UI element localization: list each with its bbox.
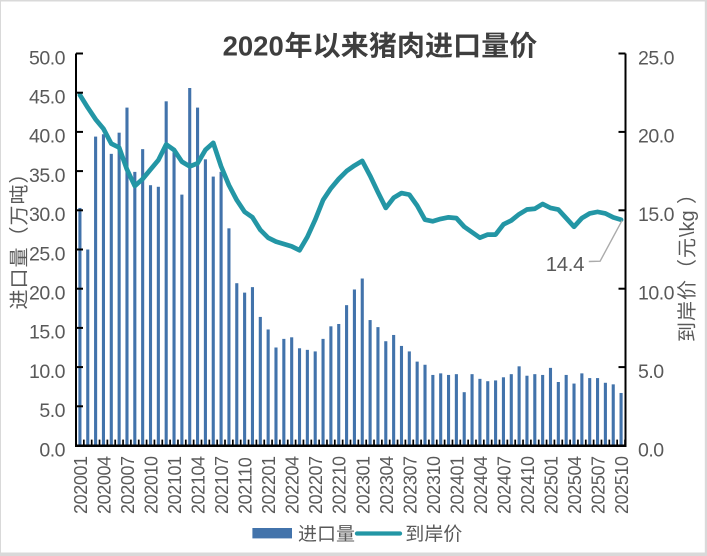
svg-text:50.0: 50.0 bbox=[29, 47, 66, 69]
svg-text:202410: 202410 bbox=[518, 456, 538, 514]
svg-text:15.0: 15.0 bbox=[29, 322, 66, 344]
svg-text:202301: 202301 bbox=[353, 456, 373, 514]
svg-text:15.0: 15.0 bbox=[638, 204, 675, 226]
svg-text:202001: 202001 bbox=[71, 456, 91, 514]
svg-text:202010: 202010 bbox=[142, 456, 162, 514]
svg-text:202407: 202407 bbox=[494, 456, 514, 514]
svg-text:202304: 202304 bbox=[377, 456, 397, 514]
svg-text:202501: 202501 bbox=[541, 456, 561, 514]
svg-text:202104: 202104 bbox=[189, 456, 209, 514]
svg-text:202507: 202507 bbox=[589, 456, 609, 514]
svg-text:2020: 2020 bbox=[223, 31, 284, 62]
svg-text:202404: 202404 bbox=[471, 456, 491, 514]
svg-text:20.0: 20.0 bbox=[29, 283, 66, 305]
svg-text:202107: 202107 bbox=[212, 456, 232, 514]
svg-text:202110: 202110 bbox=[236, 457, 256, 514]
svg-text:25.0: 25.0 bbox=[29, 243, 66, 265]
svg-text:202207: 202207 bbox=[306, 456, 326, 514]
svg-text:202204: 202204 bbox=[283, 456, 303, 514]
svg-text:45.0: 45.0 bbox=[29, 87, 66, 109]
svg-text:202307: 202307 bbox=[400, 456, 420, 514]
svg-text:0.0: 0.0 bbox=[638, 439, 664, 461]
svg-text:14.4: 14.4 bbox=[546, 254, 585, 276]
svg-text:202007: 202007 bbox=[118, 456, 138, 514]
svg-text:202101: 202101 bbox=[165, 456, 185, 514]
svg-text:202310: 202310 bbox=[424, 456, 444, 514]
svg-text:202004: 202004 bbox=[94, 456, 114, 514]
svg-text:202401: 202401 bbox=[447, 456, 467, 514]
svg-text:5.0: 5.0 bbox=[39, 400, 65, 422]
svg-text:\kg: \kg bbox=[677, 210, 699, 237]
svg-text:35.0: 35.0 bbox=[29, 165, 66, 187]
svg-text:10.0: 10.0 bbox=[29, 361, 66, 383]
svg-text:202210: 202210 bbox=[330, 456, 350, 514]
svg-text:202510: 202510 bbox=[612, 456, 632, 514]
svg-text:30.0: 30.0 bbox=[29, 204, 66, 226]
svg-text:202201: 202201 bbox=[259, 456, 279, 514]
svg-text:40.0: 40.0 bbox=[29, 126, 66, 148]
svg-text:202504: 202504 bbox=[565, 456, 585, 514]
svg-text:10.0: 10.0 bbox=[638, 283, 675, 305]
svg-text:5.0: 5.0 bbox=[638, 361, 664, 383]
svg-text:25.0: 25.0 bbox=[638, 47, 675, 69]
svg-text:20.0: 20.0 bbox=[638, 126, 675, 148]
svg-text:0.0: 0.0 bbox=[39, 439, 65, 461]
